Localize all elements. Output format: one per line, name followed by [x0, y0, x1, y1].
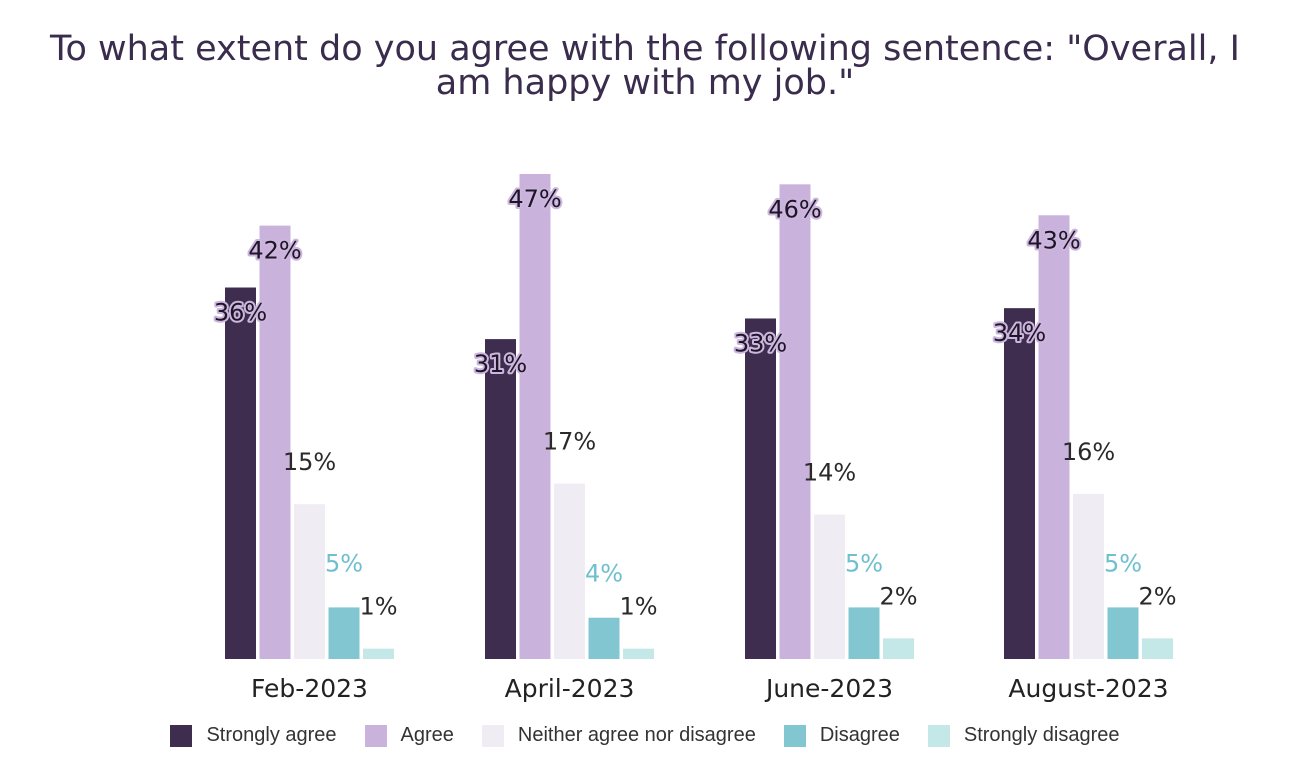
legend-label: Strongly disagree [963, 724, 1120, 746]
bar-disagree-august-2023 [1107, 607, 1139, 659]
data-label: 17% [543, 428, 596, 456]
bar-strongly-disagree-august-2023 [1142, 638, 1173, 659]
data-label: 16% [1062, 438, 1115, 466]
data-label: 1% [619, 593, 657, 621]
data-label: 47% [508, 185, 561, 213]
data-label: 42% [248, 237, 301, 265]
legend-item: Neither agree nor disagree [481, 724, 756, 747]
data-label: 5% [1104, 549, 1142, 577]
bar-disagree-june-2023 [848, 607, 880, 659]
bar-disagree-april-2023 [588, 617, 620, 659]
data-label: 4% [585, 560, 623, 588]
bar-strongly-agree-april-2023 [485, 339, 516, 659]
data-label: 15% [283, 448, 336, 476]
x-tick-label: Feb-2023 [251, 674, 368, 703]
data-label: 1% [359, 593, 397, 621]
bar-agree-august-2023 [1038, 215, 1070, 659]
bar-agree-feb-2023 [259, 225, 291, 659]
bar-strongly-disagree-feb-2023 [363, 648, 394, 659]
data-label: 5% [845, 549, 883, 577]
bar-neither-agree-nor-disagree-august-2023 [1073, 493, 1104, 659]
bar-disagree-feb-2023 [328, 607, 360, 659]
x-tick-label: April-2023 [505, 674, 635, 703]
data-label: 33% [734, 329, 787, 357]
bar-strongly-agree-june-2023 [745, 318, 776, 659]
bar-neither-agree-nor-disagree-april-2023 [554, 483, 585, 659]
chart-title: To what extent do you agree with the fol… [50, 29, 1240, 103]
bar-strongly-disagree-april-2023 [623, 648, 654, 659]
bar-neither-agree-nor-disagree-june-2023 [814, 514, 845, 659]
legend-swatch [364, 724, 387, 747]
legend-label: Agree [400, 724, 454, 746]
legend-swatch [481, 724, 504, 747]
data-label: 2% [879, 582, 917, 610]
legend-label: Disagree [819, 724, 900, 746]
bar-strongly-agree-feb-2023 [225, 287, 256, 659]
legend-item: Strongly agree [170, 724, 337, 747]
chart-legend: Strongly agree Agree Neither agree nor dis… [0, 724, 1290, 747]
data-label: 31% [474, 350, 527, 378]
bar-agree-april-2023 [519, 174, 551, 659]
legend-swatch [927, 724, 950, 747]
legend-item: Agree [364, 724, 454, 747]
data-label: 46% [768, 195, 821, 223]
data-label: 2% [1138, 582, 1176, 610]
bar-neither-agree-nor-disagree-feb-2023 [294, 504, 325, 659]
bar-strongly-disagree-june-2023 [883, 638, 914, 659]
data-label: 14% [803, 459, 856, 487]
legend-swatch [783, 724, 806, 747]
legend-item: Strongly disagree [927, 724, 1120, 747]
data-label: 36% [214, 299, 267, 327]
data-label: 34% [993, 319, 1046, 347]
x-tick-label: June-2023 [764, 674, 893, 703]
legend-label: Strongly agree [206, 724, 337, 746]
legend-swatch [170, 724, 193, 747]
data-label: 43% [1027, 226, 1080, 254]
data-label: 5% [325, 549, 363, 577]
legend-label: Neither agree nor disagree [517, 724, 756, 746]
bar-agree-june-2023 [779, 184, 811, 659]
x-tick-label: August-2023 [1008, 674, 1168, 703]
bar-strongly-agree-august-2023 [1004, 308, 1035, 659]
legend-item: Disagree [783, 724, 900, 747]
